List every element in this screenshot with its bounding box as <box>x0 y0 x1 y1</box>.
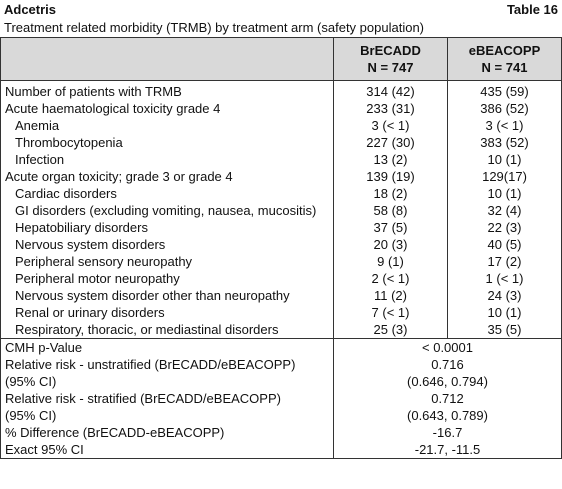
cell: 35 (5) <box>447 321 562 339</box>
summary-row: (95% CI) (0.646, 0.794) <box>1 373 562 390</box>
summary-value: -16.7 <box>333 424 562 441</box>
row-label: Cardiac disorders <box>15 186 117 201</box>
row: Infection 13 (2) 10 (1) <box>1 151 562 168</box>
cell: 2 (< 1) <box>333 270 448 287</box>
row-label: Acute haematological toxicity grade 4 <box>5 101 221 116</box>
summary-value: < 0.0001 <box>333 338 562 356</box>
row: GI disorders (excluding vomiting, nausea… <box>1 202 562 219</box>
summary-row: Exact 95% CI -21.7, -11.5 <box>1 441 562 459</box>
cell: 22 (3) <box>447 219 562 236</box>
row: Hepatobiliary disorders 37 (5) 22 (3) <box>1 219 562 236</box>
cell: 32 (4) <box>447 202 562 219</box>
row: Acute haematological toxicity grade 4 233… <box>1 100 562 117</box>
header: Adcetris Table 16 Treatment related morb… <box>0 0 562 37</box>
row-label: Renal or urinary disorders <box>15 305 165 320</box>
title: Adcetris <box>4 2 57 17</box>
cell: 233 (31) <box>333 100 448 117</box>
subtitle: Treatment related morbidity (TRMB) by tr… <box>4 20 424 35</box>
table: BrECADD N = 747 eBEACOPP N = 741 Number of … <box>0 37 562 459</box>
cell: 10 (1) <box>447 304 562 321</box>
row-label: Nervous system disorder other than neuro… <box>15 288 290 303</box>
column-header: eBEACOPP N = 741 <box>447 37 562 81</box>
cell: 314 (42) <box>333 80 448 100</box>
cell: 386 (52) <box>447 100 562 117</box>
row-label: Relative risk - unstratified (BrECADD/eB… <box>5 357 296 372</box>
cell: 40 (5) <box>447 236 562 253</box>
column-header: BrECADD N = 747 <box>333 37 448 81</box>
cell: 129(17) <box>447 168 562 185</box>
row-label: Peripheral motor neuropathy <box>15 271 180 286</box>
row-label: Thrombocytopenia <box>15 135 123 150</box>
row-label: Anemia <box>15 118 60 133</box>
table-body: Number of patients with TRMB 314 (42) 435 … <box>0 80 562 459</box>
row-label: Exact 95% CI <box>5 442 84 457</box>
summary-value: (0.643, 0.789) <box>333 407 562 424</box>
cell: 58 (8) <box>333 202 448 219</box>
summary-row: Relative risk - unstratified (BrECADD/eB… <box>1 356 562 373</box>
row-label: Infection <box>15 152 65 167</box>
cell: 20 (3) <box>333 236 448 253</box>
row-label: GI disorders (excluding vomiting, nausea… <box>15 203 317 218</box>
cell: 435 (59) <box>447 80 562 100</box>
row-label: % Difference (BrECADD-eBEACOPP) <box>5 425 225 440</box>
cell: 383 (52) <box>447 134 562 151</box>
cell: 3 (< 1) <box>333 117 448 134</box>
cell: 10 (1) <box>447 185 562 202</box>
cell: 227 (30) <box>333 134 448 151</box>
cell: 139 (19) <box>333 168 448 185</box>
column-n: N = 741 <box>481 60 528 75</box>
row: Anemia 3 (< 1) 3 (< 1) <box>1 117 562 134</box>
summary-row: % Difference (BrECADD-eBEACOPP) -16.7 <box>1 424 562 441</box>
summary-row: Relative risk - stratified (BrECADD/eBEA… <box>1 390 562 407</box>
row-label: Hepatobiliary disorders <box>15 220 148 235</box>
row-label: Acute organ toxicity; grade 3 or grade 4 <box>5 169 233 184</box>
row-label: Relative risk - stratified (BrECADD/eBEA… <box>5 391 281 406</box>
summary-row: (95% CI) (0.643, 0.789) <box>1 407 562 424</box>
row-label: Respiratory, thoracic, or mediastinal di… <box>15 322 279 337</box>
row-label: Peripheral sensory neuropathy <box>15 254 193 269</box>
cell: 25 (3) <box>333 321 448 339</box>
cell: 17 (2) <box>447 253 562 270</box>
cell: 3 (< 1) <box>447 117 562 134</box>
row: Peripheral motor neuropathy 2 (< 1) 1 (< 1… <box>1 270 562 287</box>
row: Number of patients with TRMB 314 (42) 435 … <box>1 80 562 100</box>
table-number: Table 16 <box>506 2 558 17</box>
cell: 13 (2) <box>333 151 448 168</box>
cell: 1 (< 1) <box>447 270 562 287</box>
summary-value: 0.716 <box>333 356 562 373</box>
cell: 24 (3) <box>447 287 562 304</box>
row-label: (95% CI) <box>5 408 57 423</box>
column-name: eBEACOPP <box>468 43 541 58</box>
header-cell <box>0 37 334 81</box>
cell: 9 (1) <box>333 253 448 270</box>
column-n: N = 747 <box>367 60 414 75</box>
cell: 10 (1) <box>447 151 562 168</box>
summary-value: 0.712 <box>333 390 562 407</box>
cell: 11 (2) <box>333 287 448 304</box>
row: Peripheral sensory neuropathy 9 (1) 17 (2) <box>1 253 562 270</box>
cell: 18 (2) <box>333 185 448 202</box>
row-label: (95% CI) <box>5 374 57 389</box>
row-label: Number of patients with TRMB <box>5 84 182 99</box>
row-label: Nervous system disorders <box>15 237 166 252</box>
column-name: BrECADD <box>360 43 421 58</box>
row: Renal or urinary disorders 7 (< 1) 10 (1) <box>1 304 562 321</box>
table-head: BrECADD N = 747 eBEACOPP N = 741 <box>0 37 562 81</box>
summary-value: (0.646, 0.794) <box>333 373 562 390</box>
row: Thrombocytopenia 227 (30) 383 (52) <box>1 134 562 151</box>
row: Acute organ toxicity; grade 3 or grade 4… <box>1 168 562 185</box>
row: Cardiac disorders 18 (2) 10 (1) <box>1 185 562 202</box>
cell: 7 (< 1) <box>333 304 448 321</box>
summary-row: CMH p-Value < 0.0001 <box>0 338 562 356</box>
cell: 37 (5) <box>333 219 448 236</box>
row: Nervous system disorders 20 (3) 40 (5) <box>1 236 562 253</box>
summary-value: -21.7, -11.5 <box>333 441 562 459</box>
row-label: CMH p-Value <box>0 338 334 356</box>
row: Respiratory, thoracic, or mediastinal di… <box>1 321 562 339</box>
row: Nervous system disorder other than neuro… <box>1 287 562 304</box>
header-row: BrECADD N = 747 eBEACOPP N = 741 <box>0 37 562 81</box>
